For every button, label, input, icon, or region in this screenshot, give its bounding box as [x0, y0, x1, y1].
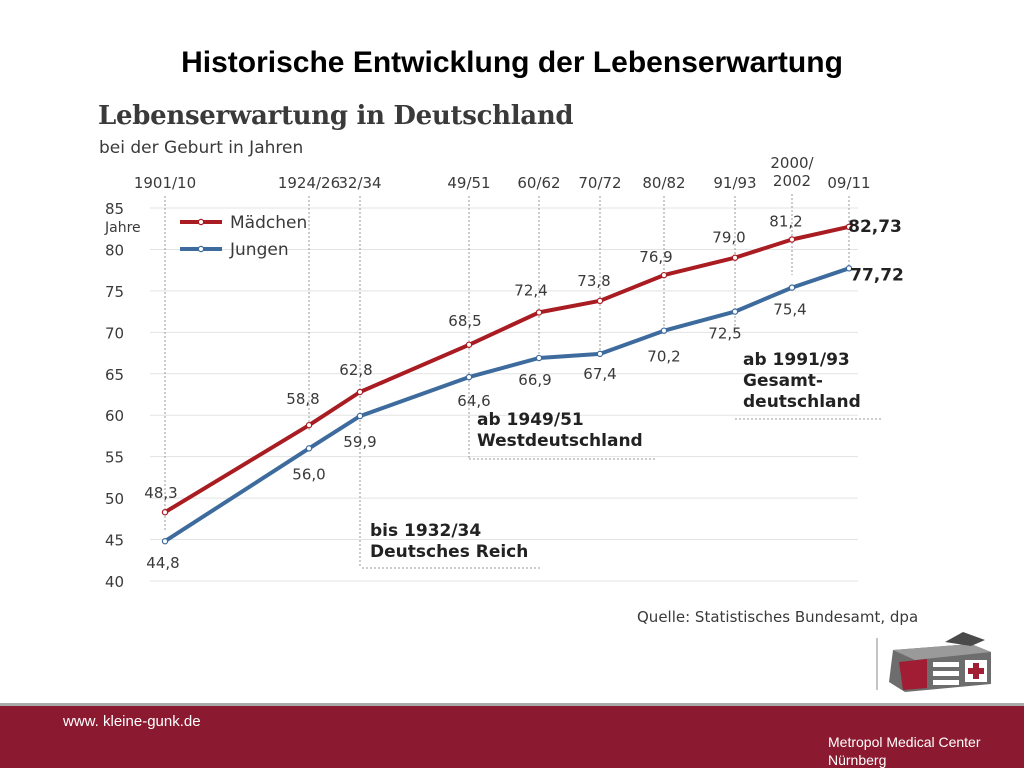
data-point: [305, 421, 313, 429]
data-point: [845, 265, 853, 272]
data-point: [788, 236, 796, 243]
data-point: [161, 538, 169, 545]
legend-marker: [197, 245, 205, 253]
series-line-jungen: [163, 266, 850, 543]
data-label: 73,8: [577, 272, 610, 290]
y-tick-label: 40: [105, 573, 124, 591]
y-tick-label: 80: [105, 241, 124, 259]
y-axis-label: Jahre: [104, 220, 141, 236]
data-label: 82,73: [848, 217, 902, 237]
x-tick-label: 70/72: [578, 174, 621, 192]
data-label: 68,5: [448, 312, 481, 330]
data-label: 62,8: [339, 361, 372, 379]
y-tick-label: 45: [105, 532, 124, 550]
footer-bar: [0, 703, 1024, 768]
data-point: [788, 284, 796, 291]
data-label: 77,72: [850, 265, 904, 285]
y-tick-label: 70: [105, 324, 124, 342]
x-tick-label: 2000/: [770, 154, 814, 172]
x-tick-label: 1901/10: [134, 174, 196, 192]
legend-label: Jungen: [229, 240, 289, 260]
data-point: [465, 373, 473, 381]
data-label: 56,0: [292, 465, 325, 483]
chart-source: Quelle: Statistisches Bundesamt, dpa: [637, 608, 919, 626]
data-point: [535, 309, 543, 316]
data-label: 72,4: [514, 281, 547, 299]
data-label: 70,2: [647, 348, 680, 366]
y-tick-label: 50: [105, 490, 124, 508]
annotation-text: Gesamt-: [743, 371, 823, 391]
hospital-logo-icon: [876, 632, 991, 692]
data-label: 48,3: [144, 484, 177, 502]
x-tick-label: 91/93: [713, 174, 756, 192]
y-tick-label: 85: [105, 200, 124, 218]
x-tick-label: 60/62: [517, 174, 560, 192]
annotation-text: ab 1991/93: [743, 350, 850, 370]
data-label: 67,4: [583, 365, 616, 383]
chart-title: Lebenserwartung in Deutschland: [98, 101, 574, 131]
data-label: 59,9: [343, 433, 376, 451]
annotation-text: deutschland: [743, 392, 861, 412]
data-point: [845, 223, 853, 231]
annotation-text: ab 1949/51: [477, 410, 584, 430]
data-label: 58,8: [286, 390, 319, 408]
y-tick-label: 65: [105, 366, 124, 384]
y-tick-label: 75: [105, 283, 124, 301]
footer-org-city: Nürnberg: [828, 752, 887, 768]
legend-marker: [197, 218, 205, 226]
life-expectancy-chart: 40 45 50 55 60 65 70 75 80 85 Jahre 1901/10 1924/263…: [104, 154, 904, 591]
x-tick-label: 49/51: [447, 174, 490, 192]
data-point: [596, 297, 604, 305]
annotation-text: Westdeutschland: [477, 431, 643, 451]
data-label: 76,9: [639, 248, 672, 266]
data-point: [356, 388, 364, 396]
legend-label: Mädchen: [230, 213, 307, 233]
chart-subtitle: bei der Geburt in Jahren: [99, 138, 304, 158]
data-label: 72,5: [708, 325, 741, 343]
x-tick-label: 2002: [773, 172, 811, 190]
data-point: [660, 327, 668, 334]
y-tick-label: 60: [105, 407, 124, 425]
data-label: 79,0: [712, 229, 745, 247]
data-label: 75,4: [773, 301, 806, 319]
annotation-text: bis 1932/34: [370, 521, 481, 541]
data-point: [465, 341, 473, 348]
x-tick-label: 32/34: [338, 174, 381, 192]
series-line-maedchen: [163, 224, 850, 514]
footer-url[interactable]: www. kleine-gunk.de: [63, 713, 201, 730]
x-tick-label: 09/11: [827, 174, 870, 192]
data-point: [731, 308, 739, 315]
data-point: [596, 350, 604, 358]
data-label: 44,8: [146, 554, 179, 572]
data-point: [660, 271, 668, 279]
data-point: [356, 412, 364, 420]
data-label: 64,6: [457, 392, 490, 410]
footer-org-name: Metropol Medical Center: [828, 734, 981, 750]
data-point: [731, 254, 739, 261]
data-label: 81,2: [769, 212, 802, 230]
data-point: [161, 509, 169, 516]
annotation-text: Deutsches Reich: [370, 542, 528, 562]
y-tick-label: 55: [105, 449, 124, 467]
slide-title: Historische Entwicklung der Lebenserwart…: [181, 46, 843, 79]
x-tick-label: 80/82: [642, 174, 685, 192]
data-point: [305, 445, 313, 452]
data-label: 66,9: [518, 371, 551, 389]
x-tick-label: 1924/26: [278, 174, 340, 192]
data-point: [535, 354, 543, 362]
footer-organization: Metropol Medical Center Nürnberg: [828, 733, 981, 769]
